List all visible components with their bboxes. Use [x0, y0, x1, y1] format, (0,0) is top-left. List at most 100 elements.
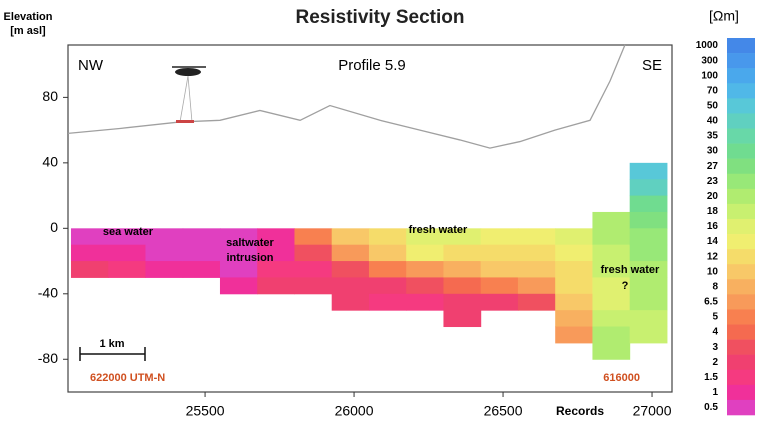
section-cell [480, 244, 519, 262]
colorbar-cell [727, 218, 755, 235]
section-cell [368, 244, 407, 262]
lines [67, 44, 626, 149]
section-cell [480, 293, 519, 311]
section-cell [480, 261, 519, 278]
y-tick-label: 40 [42, 154, 58, 170]
section-cell [70, 244, 109, 262]
colorbar-unit: [Ωm] [709, 8, 739, 24]
annotation: intrusion [226, 252, 273, 264]
section-cell [406, 293, 444, 311]
annotation: fresh water [409, 224, 468, 236]
section-cell [517, 277, 556, 295]
section-cell [629, 326, 668, 344]
section-cell [443, 244, 482, 262]
section-cell [629, 228, 668, 246]
y-tick-label: -80 [38, 350, 58, 366]
section-cell [443, 277, 482, 295]
colorbar-cell [727, 53, 755, 69]
section-cell [592, 342, 631, 360]
colorbar-cell [727, 249, 755, 265]
scale-bar [79, 347, 146, 361]
helicopter [172, 66, 206, 123]
profile-line [67, 44, 626, 149]
section-cell [70, 228, 109, 246]
y-tick-label: 80 [42, 88, 58, 104]
x-tick-label: 26500 [484, 403, 523, 419]
axes: -80 -40 0 40 80 25500 26000 26500 27000 [38, 88, 672, 419]
colorbar-label: 14 [707, 236, 719, 247]
section-cell [219, 244, 258, 262]
section-cell [555, 261, 593, 278]
section-cell [555, 228, 593, 246]
x-axis-label: Records [556, 404, 604, 418]
y-axis-label: Elevation [4, 11, 53, 23]
section-cell [629, 310, 668, 328]
section-cell [257, 277, 295, 295]
section-cell [592, 310, 631, 328]
colorbar-label: 27 [707, 161, 719, 172]
section-cell [629, 195, 668, 213]
section-cell [182, 228, 221, 246]
x-tick-label: 25500 [186, 403, 225, 419]
section-cell [331, 293, 370, 311]
section-cell [108, 228, 146, 246]
colorbar-label: 12 [707, 251, 719, 262]
section-cell [294, 277, 333, 295]
section-cell [592, 228, 631, 246]
colorbar-cell [727, 294, 755, 310]
colorbar-cell [727, 384, 755, 401]
section-cell [406, 244, 444, 262]
section-cell [629, 179, 668, 197]
chart-title: Resistivity Section [296, 7, 465, 28]
colorbar-cell [727, 369, 755, 386]
section-cell [331, 228, 370, 246]
section-cell [406, 277, 444, 295]
section-cell [443, 228, 482, 246]
section-cell [592, 244, 631, 262]
section-cell [368, 228, 407, 246]
annotation: Profile 5.9 [338, 57, 406, 74]
section-cell [257, 244, 295, 262]
colorbar-label: 5 [712, 312, 718, 323]
section-cell [145, 244, 184, 262]
colorbar-label: 2 [712, 357, 718, 368]
section-cell [294, 244, 333, 262]
section-cell [592, 261, 631, 278]
section-cell [555, 293, 593, 311]
colorbar-cell [727, 399, 755, 416]
colorbar-cell [727, 158, 755, 175]
section-cell [592, 293, 631, 311]
colorbar-label: 40 [707, 116, 719, 127]
colorbar-label: 20 [707, 191, 719, 202]
section-cell [517, 244, 556, 262]
section-cell [480, 228, 519, 246]
colorbar-cell [727, 98, 755, 114]
section-cell [406, 261, 444, 278]
section-cell [629, 261, 668, 278]
section-cell [182, 244, 221, 262]
colorbar-label: 16 [707, 221, 719, 232]
colorbar-cell [727, 113, 755, 129]
colorbar-cell [727, 354, 755, 371]
section-cell [555, 244, 593, 262]
section-cell [294, 261, 333, 278]
colorbar-cell [727, 143, 755, 159]
section-cell [182, 261, 221, 278]
colorbar-cell [727, 83, 755, 99]
annotation: 622000 UTM-N [90, 372, 165, 384]
colorbar: 10003001007050403530272320181614121086.5… [696, 38, 755, 416]
section-cell [219, 228, 258, 246]
section-cell [629, 293, 668, 311]
annotation: sea water [103, 226, 154, 238]
annotation: 616000 [603, 372, 640, 384]
colorbar-label: 1 [712, 387, 718, 398]
colorbar-cell [727, 279, 755, 295]
section-cell [108, 244, 146, 262]
y-tick-label: 0 [50, 219, 58, 235]
annotation: SE [642, 57, 662, 74]
section-cell [331, 244, 370, 262]
section-cell [555, 310, 593, 328]
colorbar-cell [727, 309, 755, 325]
colorbar-label: 35 [707, 131, 719, 142]
section-cell [331, 261, 370, 278]
